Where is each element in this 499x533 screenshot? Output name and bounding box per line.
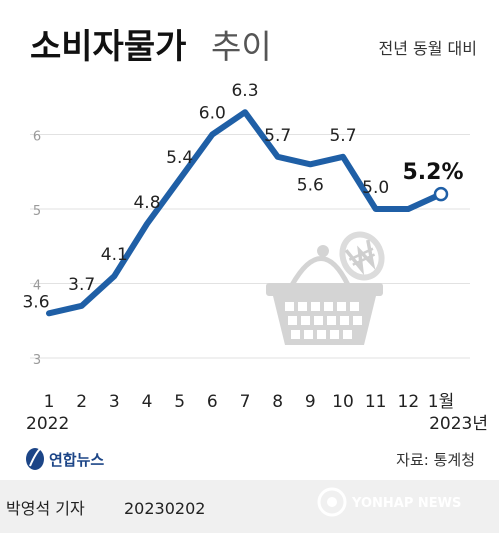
footer-bar [0, 480, 499, 533]
data-label: 5.7 [329, 126, 356, 146]
data-label: 3.6 [22, 292, 49, 312]
won-coin-icon [339, 231, 385, 281]
data-label: 4.1 [101, 245, 128, 265]
x-tick-label: 3 [109, 392, 120, 412]
y-tick-labels: 3 4 5 6 [33, 130, 41, 369]
y-tick-label: 4 [33, 279, 41, 294]
title-sub: 추이 [211, 27, 272, 66]
x-tick-label: 1 [44, 392, 55, 412]
footer-brand: YONHAP NEWS [351, 496, 461, 511]
data-label-latest: 5.2% [402, 160, 463, 185]
shopping-basket-icon [266, 245, 383, 345]
x-tick-label: 5 [174, 392, 185, 412]
data-point [275, 154, 281, 160]
x-tick-label: 1월 [428, 392, 454, 412]
x-tick-label: 12 [398, 392, 420, 412]
title-main: 소비자물가 [30, 27, 186, 67]
y-tick-label: 6 [33, 130, 41, 145]
data-point-last [433, 186, 449, 202]
yonhap-emblem-icon [317, 487, 347, 517]
x-tick-label: 2 [76, 392, 87, 412]
data-point [307, 161, 313, 167]
x-tick-label: 8 [272, 392, 283, 412]
footer-author: 박영석 기자 [6, 499, 85, 518]
data-point [46, 310, 52, 316]
x-tick-label: 10 [332, 392, 354, 412]
data-label: 5.7 [264, 126, 291, 146]
data-label: 6.3 [231, 81, 258, 101]
data-point [405, 206, 411, 212]
data-markers [46, 109, 449, 316]
data-label: 3.7 [68, 275, 95, 295]
data-label: 4.8 [133, 193, 160, 213]
subtitle: 전년 동월 대비 [379, 39, 478, 58]
data-label: 5.6 [297, 175, 324, 195]
y-tick-label: 3 [33, 353, 41, 368]
yonhap-logo: 연합뉴스 [26, 447, 104, 470]
data-point [209, 132, 215, 137]
x-tick-label: 7 [240, 392, 251, 412]
data-labels: 3.6 3.7 4.1 4.8 5.4 6.06.3 5.7 5.6 5.7 5.0 5.2% [22, 81, 463, 312]
data-label: 6.0 [199, 104, 226, 124]
year-label-end: 2023년 [429, 414, 488, 434]
yonhap-news-watermark: YONHAP NEWS [317, 487, 461, 517]
x-tick-label: 4 [142, 392, 153, 412]
source-text: 자료: 통계청 [396, 451, 475, 469]
x-tick-label: 11 [365, 392, 387, 412]
x-tick-label: 6 [207, 392, 218, 412]
x-tick-label: 9 [305, 392, 316, 412]
data-point [111, 273, 117, 279]
footer-date: 20230202 [124, 499, 205, 518]
yonhap-logo-icon [26, 448, 44, 470]
logo-text: 연합뉴스 [49, 451, 104, 469]
data-point [177, 176, 183, 182]
data-point [373, 206, 379, 212]
y-tick-label: 5 [33, 204, 41, 219]
data-point [242, 109, 248, 115]
data-point [79, 303, 85, 309]
data-label: 5.0 [362, 178, 389, 198]
year-label-start: 2022 [26, 414, 69, 434]
data-point [144, 221, 150, 227]
data-label: 5.4 [166, 148, 193, 168]
data-point [340, 154, 346, 160]
x-tick-labels: 1 2 3 4 5 6 7 8 9 10 11 12 1월 [44, 392, 455, 412]
